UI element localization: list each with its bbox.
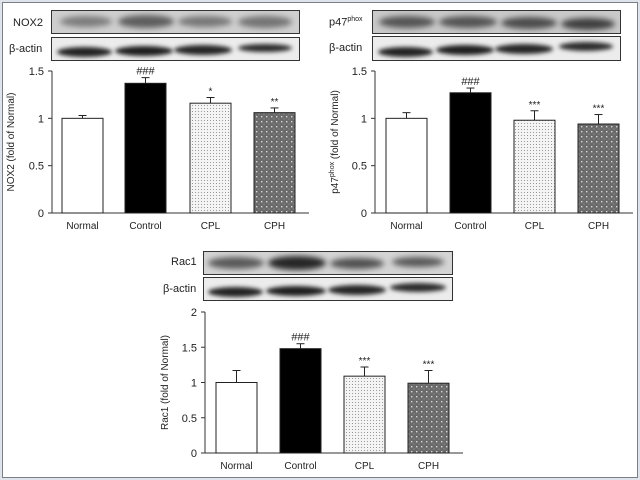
- bar-normal: [61, 117, 104, 214]
- svg-text:**: **: [271, 97, 279, 108]
- x-tick-label: CPH: [418, 461, 439, 472]
- svg-text:1: 1: [191, 378, 197, 390]
- panel-nox2: NOX2 β-actin 0 0.5 1 1.5 NOX2 (fold of Norma…: [0, 0, 320, 240]
- x-tick-label: Normal: [220, 461, 252, 472]
- svg-text:1.5: 1.5: [29, 66, 44, 78]
- western-blot-target: [51, 10, 300, 34]
- bar-cpl: [343, 375, 386, 454]
- blot-label-beta-actin: β-actin: [163, 283, 197, 295]
- svg-text:*: *: [209, 87, 213, 98]
- svg-text:***: ***: [423, 360, 435, 371]
- blot-label-beta-actin: β-actin: [329, 42, 363, 54]
- x-tick-label: CPH: [264, 221, 285, 232]
- svg-text:***: ***: [529, 100, 541, 111]
- bar-control: [124, 82, 167, 214]
- svg-text:1: 1: [361, 113, 367, 125]
- blot-label-beta-actin: β-actin: [9, 43, 43, 55]
- bar-chart-p47phox: 0 0.5 1 1.5 p47phox (fold of Normal) Normal ##…: [329, 66, 633, 232]
- western-blot-beta-actin: [51, 37, 300, 61]
- bar-normal: [215, 382, 258, 454]
- x-tick-label: Control: [129, 221, 161, 232]
- x-tick-label: Control: [284, 461, 316, 472]
- x-tick-label: CPL: [355, 461, 375, 472]
- bar-cpl: [189, 102, 232, 214]
- bar-chart-rac1: 0 0.5 1 1.5 2 Rac1 (fold of Normal) Normal ### C…: [160, 307, 463, 472]
- svg-text:0: 0: [361, 208, 367, 220]
- bar-cph: [407, 382, 450, 454]
- svg-text:1.5: 1.5: [352, 66, 367, 78]
- bar-control: [449, 92, 492, 214]
- x-tick-label: Normal: [390, 221, 422, 232]
- bar-cph: [253, 112, 296, 214]
- y-axis-label: p47phox (fold of Normal): [329, 90, 341, 194]
- x-tick-label: Control: [454, 221, 486, 232]
- bar-control: [279, 348, 322, 454]
- svg-text:1.5: 1.5: [182, 342, 197, 354]
- svg-text:1: 1: [38, 113, 44, 125]
- blot-label-target: p47phox: [329, 16, 363, 29]
- svg-text:###: ###: [291, 332, 310, 344]
- svg-text:###: ###: [461, 76, 480, 88]
- svg-text:0.5: 0.5: [182, 413, 197, 425]
- svg-text:###: ###: [136, 66, 155, 78]
- svg-text:0: 0: [38, 208, 44, 220]
- western-blot-beta-actin: [372, 36, 621, 61]
- svg-text:0.5: 0.5: [352, 161, 367, 173]
- y-axis-label: NOX2 (fold of Normal): [6, 93, 17, 192]
- blot-label-target: NOX2: [13, 17, 43, 29]
- y-axis-label: Rac1 (fold of Normal): [160, 335, 171, 430]
- x-tick-label: Normal: [66, 221, 98, 232]
- bar-chart-nox2: 0 0.5 1 1.5 NOX2 (fold of Normal) Normal ### Co…: [6, 66, 309, 232]
- panel-rac1: Rac1 β-actin 0 0.5 1 1.5 2 Rac1 (fold of Norm…: [160, 240, 480, 480]
- svg-text:2: 2: [191, 307, 197, 319]
- western-blot-target: [203, 251, 453, 275]
- svg-text:***: ***: [593, 104, 605, 115]
- bar-cpl: [513, 119, 556, 214]
- svg-text:0: 0: [191, 448, 197, 460]
- x-tick-label: CPL: [525, 221, 545, 232]
- bar-cph: [577, 123, 620, 214]
- svg-text:0.5: 0.5: [29, 161, 44, 173]
- x-tick-label: CPH: [588, 221, 609, 232]
- western-blot-beta-actin: [203, 277, 453, 301]
- svg-text:***: ***: [359, 356, 371, 367]
- panel-p47phox: p47phox β-actin 0 0.5 1 1.5 p47phox (fold of…: [320, 0, 640, 240]
- western-blot-target: [372, 10, 621, 34]
- x-tick-label: CPL: [201, 221, 221, 232]
- blot-label-target: Rac1: [171, 256, 197, 268]
- bar-normal: [385, 117, 428, 214]
